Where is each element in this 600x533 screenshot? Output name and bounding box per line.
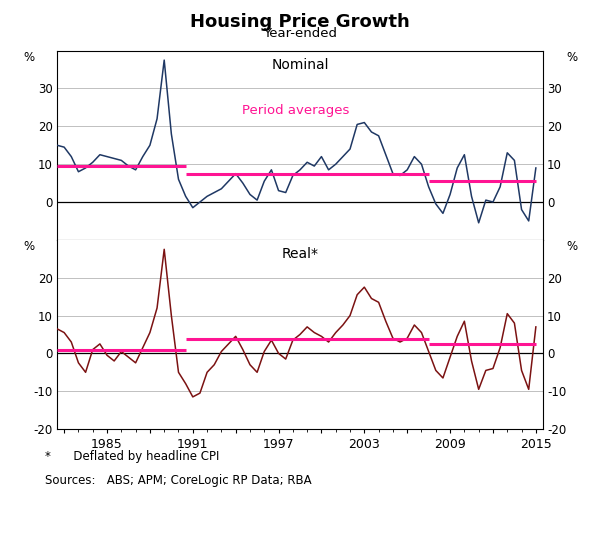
Text: %: % <box>566 51 577 63</box>
Text: %: % <box>23 51 34 63</box>
Text: Real*: Real* <box>281 247 319 261</box>
Text: *      Deflated by headline CPI: * Deflated by headline CPI <box>45 450 220 463</box>
Text: Nominal: Nominal <box>271 58 329 72</box>
Text: Period averages: Period averages <box>242 103 349 117</box>
Text: Year-ended: Year-ended <box>263 27 337 39</box>
Text: Sources:   ABS; APM; CoreLogic RP Data; RBA: Sources: ABS; APM; CoreLogic RP Data; RB… <box>45 474 311 487</box>
Text: %: % <box>23 240 34 253</box>
Text: %: % <box>566 240 577 253</box>
Text: Housing Price Growth: Housing Price Growth <box>190 13 410 31</box>
